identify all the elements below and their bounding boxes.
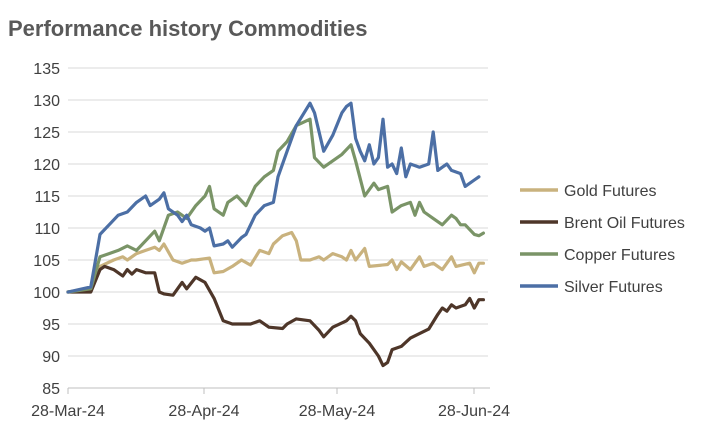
chart-title: Performance history Commodities	[8, 16, 368, 41]
grid-lines	[68, 67, 488, 357]
series-line-gold-futures	[66, 230, 485, 294]
x-tick-label: 28-May-24	[299, 403, 376, 420]
y-tick-label: 95	[42, 317, 60, 334]
y-tick-label: 110	[34, 221, 60, 238]
series-group	[66, 101, 485, 368]
series-line-brent-oil-futures	[66, 264, 485, 368]
legend-label: Copper Futures	[564, 247, 675, 264]
y-axis: 85 90 95 100 105 110 115 120 125 130 135	[33, 61, 60, 398]
legend-label: Silver Futures	[564, 279, 663, 296]
x-tick-label: 28-Mar-24	[31, 403, 105, 420]
legend-label: Brent Oil Futures	[564, 215, 685, 232]
y-tick-label: 90	[42, 349, 60, 366]
series-line-silver-futures	[66, 101, 481, 294]
x-tick-label: 28-Apr-24	[168, 403, 239, 420]
y-tick-label: 130	[33, 93, 60, 110]
legend: Gold Futures Brent Oil Futures Copper Futu…	[520, 183, 685, 296]
y-tick-label: 135	[33, 61, 60, 78]
y-tick-label: 85	[42, 381, 60, 398]
series-line-copper-futures	[66, 117, 485, 294]
y-tick-label: 105	[33, 253, 60, 270]
y-tick-label: 125	[33, 125, 60, 142]
x-axis: 28-Mar-24 28-Apr-24 28-May-24 28-Jun-24	[31, 387, 510, 420]
y-tick-label: 100	[33, 285, 60, 302]
legend-label: Gold Futures	[564, 183, 656, 200]
y-tick-label: 115	[34, 189, 60, 206]
x-tick-label: 28-Jun-24	[438, 403, 510, 420]
y-tick-label: 120	[33, 157, 60, 174]
